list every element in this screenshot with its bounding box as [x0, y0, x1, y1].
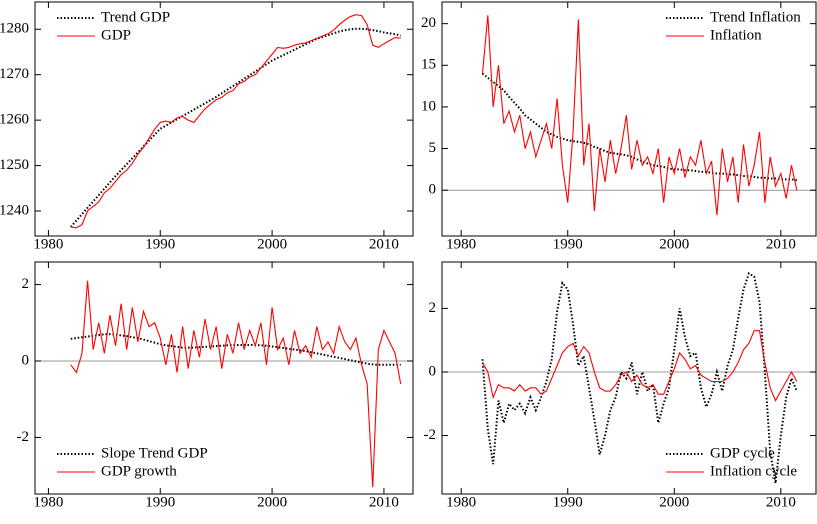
series-line — [70, 333, 401, 366]
y-tick-label: 20 — [421, 15, 436, 31]
y-tick-label: 2 — [429, 300, 437, 316]
x-tick-label: 1980 — [33, 494, 63, 510]
plot-frame — [34, 261, 414, 495]
x-tick-label: 1990 — [553, 494, 583, 510]
series-line — [70, 27, 401, 228]
x-tick-label: 2000 — [659, 236, 689, 252]
plot-frame — [34, 1, 414, 237]
x-tick-label: 2010 — [766, 494, 796, 510]
y-tick-label: 0 — [429, 182, 437, 198]
x-tick-label: 1990 — [145, 236, 175, 252]
y-tick-label: 1270 — [0, 66, 29, 82]
y-tick-label: 15 — [421, 57, 436, 73]
legend-label: Trend Inflation — [710, 9, 801, 25]
legend-label: Trend GDP — [101, 9, 170, 25]
series-line — [481, 15, 798, 216]
legend-label: Inflation cycle — [710, 463, 797, 479]
x-tick-label: 2000 — [659, 494, 689, 510]
y-tick-label: 5 — [429, 140, 437, 156]
legend-label: Inflation — [710, 27, 762, 43]
legend-label: GDP — [101, 27, 131, 43]
y-tick-label: 2 — [22, 276, 30, 292]
plot-frame — [441, 1, 817, 237]
y-tick-label: 0 — [429, 363, 437, 379]
legend-label: GDP growth — [101, 463, 177, 479]
y-tick-label: 1260 — [0, 112, 29, 128]
x-tick-label: 1980 — [446, 494, 476, 510]
series-line — [481, 271, 798, 484]
x-tick-label: 1990 — [553, 236, 583, 252]
x-tick-label: 1990 — [145, 494, 175, 510]
y-tick-label: 0 — [22, 352, 30, 368]
legend-label: Slope Trend GDP — [101, 445, 208, 461]
x-tick-label: 2000 — [257, 236, 287, 252]
x-tick-label: 2010 — [766, 236, 796, 252]
x-tick-label: 2010 — [369, 236, 399, 252]
y-tick-label: 1280 — [0, 21, 29, 37]
y-tick-label: -2 — [17, 429, 30, 445]
x-tick-label: 2000 — [257, 494, 287, 510]
series-line — [482, 330, 798, 402]
x-tick-label: 2010 — [369, 494, 399, 510]
series-line — [70, 14, 401, 229]
y-tick-label: 10 — [421, 98, 436, 114]
y-tick-label: 1250 — [0, 157, 29, 173]
x-tick-label: 1980 — [446, 236, 476, 252]
plot-frame — [441, 261, 817, 495]
series-line — [481, 72, 797, 182]
y-tick-label: 1240 — [0, 202, 29, 218]
series-line — [70, 280, 402, 488]
y-tick-label: -2 — [424, 427, 437, 443]
x-tick-label: 1980 — [33, 236, 63, 252]
legend-label: GDP cycle — [710, 445, 775, 461]
